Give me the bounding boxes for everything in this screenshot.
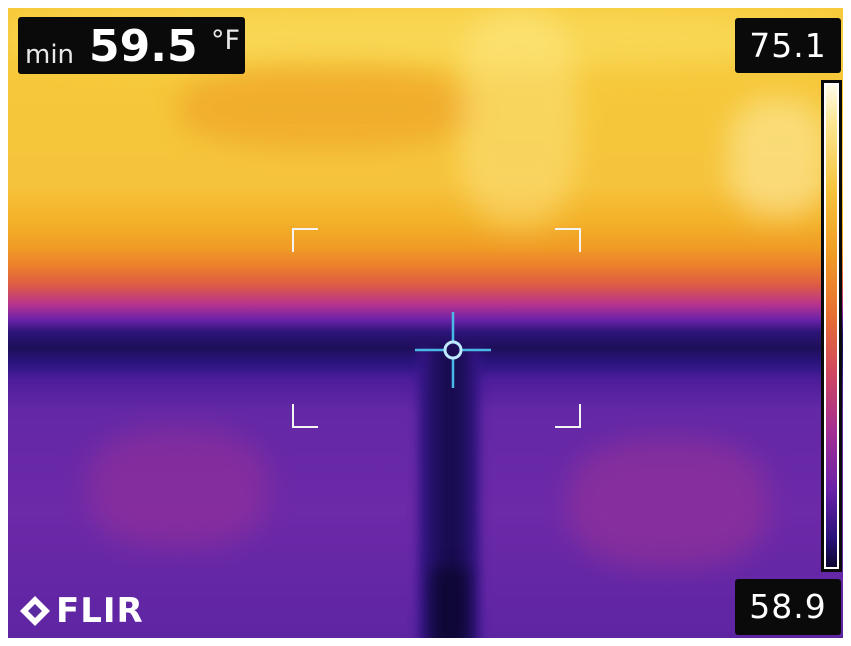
measure-box-corner-top-right	[555, 228, 581, 252]
min-value: 59.5	[89, 21, 198, 72]
scale-min-label: 58.9	[735, 579, 841, 635]
thermal-image	[8, 8, 843, 638]
hot-streak-right	[728, 98, 828, 218]
cold-stud-bottom	[433, 568, 467, 638]
flir-logo: FLIR	[18, 591, 144, 631]
warm-spot-right	[568, 438, 768, 568]
color-scale-gradient	[826, 85, 837, 567]
warm-region-panel	[178, 68, 478, 148]
measure-box-corner-top-left	[292, 228, 318, 252]
hot-streak	[458, 8, 578, 228]
min-label: min	[25, 40, 75, 70]
spot-meter-crosshair-icon[interactable]	[413, 310, 493, 390]
flir-diamond-icon	[20, 596, 50, 626]
min-temperature-readout: min 59.5 °F	[18, 17, 245, 74]
flir-logo-text: FLIR	[56, 591, 144, 631]
scale-min-value: 58.9	[749, 587, 827, 626]
measure-box-corner-bottom-right	[555, 404, 581, 428]
scale-max-value: 75.1	[749, 26, 827, 65]
color-scale-bar	[821, 80, 842, 572]
temperature-unit: °F	[211, 25, 241, 56]
warm-spot-left	[88, 428, 268, 548]
scale-max-label: 75.1	[735, 18, 841, 73]
measure-box-corner-bottom-left	[292, 404, 318, 428]
